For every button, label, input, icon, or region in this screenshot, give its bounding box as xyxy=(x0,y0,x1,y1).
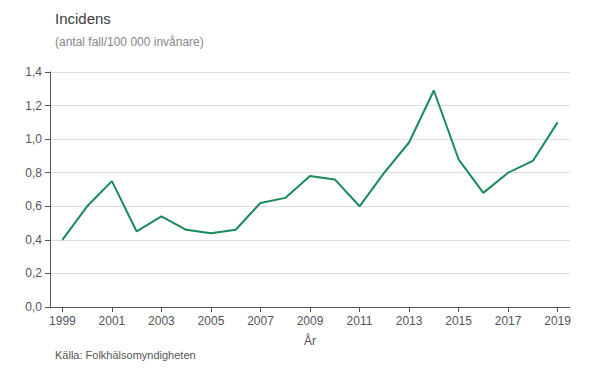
svg-text:År: År xyxy=(304,333,316,348)
svg-text:0,4: 0,4 xyxy=(25,233,42,247)
svg-text:2003: 2003 xyxy=(148,314,175,328)
svg-text:0,6: 0,6 xyxy=(25,199,42,213)
svg-text:2011: 2011 xyxy=(347,314,373,328)
svg-text:1,2: 1,2 xyxy=(25,99,42,113)
svg-text:Incidens: Incidens xyxy=(55,10,111,27)
svg-text:2017: 2017 xyxy=(495,314,522,328)
svg-text:Källa: Folkhälsomyndigheten: Källa: Folkhälsomyndigheten xyxy=(55,349,196,361)
svg-text:2019: 2019 xyxy=(544,314,571,328)
svg-text:2001: 2001 xyxy=(99,314,126,328)
svg-text:2015: 2015 xyxy=(445,314,472,328)
svg-text:0,0: 0,0 xyxy=(25,300,42,314)
svg-text:(antal fall/100 000 invånare): (antal fall/100 000 invånare) xyxy=(55,35,204,49)
svg-text:0,8: 0,8 xyxy=(25,166,42,180)
svg-text:2007: 2007 xyxy=(247,314,274,328)
svg-text:0,2: 0,2 xyxy=(25,266,42,280)
svg-text:1999: 1999 xyxy=(49,314,76,328)
svg-text:2013: 2013 xyxy=(396,314,423,328)
svg-text:2009: 2009 xyxy=(297,314,324,328)
svg-text:2005: 2005 xyxy=(198,314,225,328)
svg-text:1,0: 1,0 xyxy=(25,132,42,146)
svg-text:1,4: 1,4 xyxy=(25,65,42,79)
